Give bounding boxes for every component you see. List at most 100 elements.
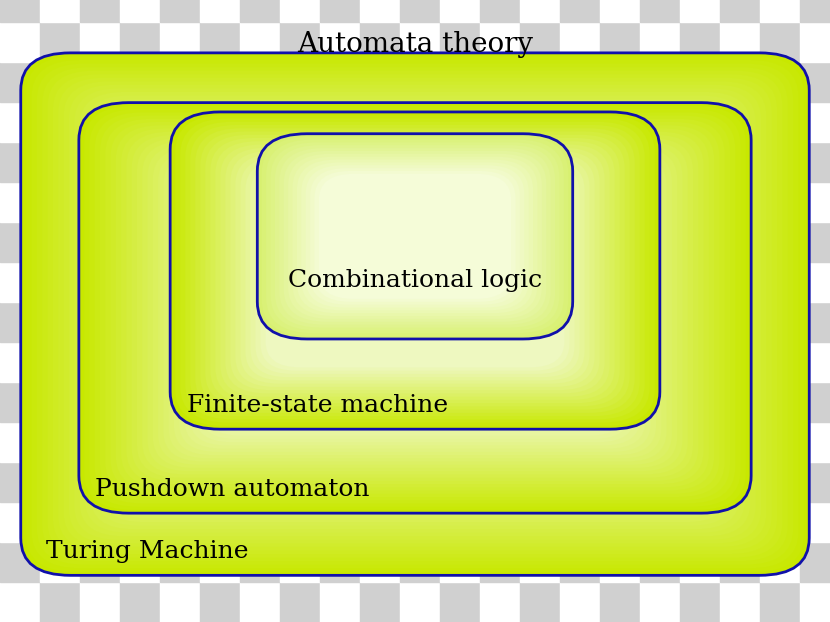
Bar xyxy=(0,302,40,342)
Bar xyxy=(600,582,640,622)
FancyBboxPatch shape xyxy=(266,139,564,333)
Bar xyxy=(760,0,800,22)
Bar xyxy=(400,182,440,222)
Bar xyxy=(120,22,160,62)
Bar xyxy=(360,302,400,342)
Bar xyxy=(200,102,240,142)
Bar xyxy=(800,142,830,182)
Bar xyxy=(480,502,520,542)
Bar xyxy=(480,22,520,62)
Bar xyxy=(80,142,120,182)
Bar xyxy=(560,502,600,542)
Bar xyxy=(720,542,760,582)
Bar xyxy=(680,462,720,502)
Bar xyxy=(600,142,640,182)
Bar xyxy=(240,142,280,182)
FancyBboxPatch shape xyxy=(32,60,798,569)
Bar xyxy=(600,462,640,502)
Bar xyxy=(120,142,160,182)
Bar xyxy=(0,382,40,422)
Bar xyxy=(520,342,560,382)
Bar xyxy=(400,582,440,622)
Bar xyxy=(480,382,520,422)
Bar xyxy=(760,222,800,262)
Bar xyxy=(440,302,480,342)
Bar xyxy=(760,582,800,622)
Bar xyxy=(760,422,800,462)
FancyBboxPatch shape xyxy=(185,122,645,419)
Bar xyxy=(120,542,160,582)
Bar xyxy=(360,182,400,222)
FancyBboxPatch shape xyxy=(297,159,533,313)
FancyBboxPatch shape xyxy=(200,131,630,410)
FancyBboxPatch shape xyxy=(215,141,615,400)
FancyBboxPatch shape xyxy=(164,154,666,462)
Bar xyxy=(40,22,80,62)
Bar xyxy=(0,182,40,222)
Bar xyxy=(440,382,480,422)
Bar xyxy=(760,262,800,302)
Bar xyxy=(520,222,560,262)
FancyBboxPatch shape xyxy=(47,71,783,557)
Bar xyxy=(600,62,640,102)
Bar xyxy=(280,22,320,62)
Bar xyxy=(800,62,830,102)
Bar xyxy=(160,222,200,262)
FancyBboxPatch shape xyxy=(246,160,584,381)
Bar xyxy=(560,62,600,102)
Bar xyxy=(560,462,600,502)
Bar xyxy=(520,542,560,582)
Bar xyxy=(240,62,280,102)
FancyBboxPatch shape xyxy=(58,78,772,550)
Bar xyxy=(320,542,360,582)
Bar xyxy=(40,382,80,422)
Bar xyxy=(80,0,120,22)
FancyBboxPatch shape xyxy=(174,160,656,455)
Text: Automata theory: Automata theory xyxy=(297,31,533,58)
Bar xyxy=(80,382,120,422)
Bar xyxy=(760,142,800,182)
Bar xyxy=(400,222,440,262)
Bar xyxy=(440,582,480,622)
Bar xyxy=(0,62,40,102)
Bar xyxy=(400,142,440,182)
Bar xyxy=(360,382,400,422)
Bar xyxy=(520,582,560,622)
FancyBboxPatch shape xyxy=(132,135,698,481)
FancyBboxPatch shape xyxy=(251,164,579,377)
Bar xyxy=(200,342,240,382)
Bar xyxy=(120,0,160,22)
Bar xyxy=(400,0,440,22)
Bar xyxy=(520,422,560,462)
Bar xyxy=(760,62,800,102)
Bar xyxy=(680,0,720,22)
Bar xyxy=(160,62,200,102)
Bar xyxy=(680,22,720,62)
Bar xyxy=(120,182,160,222)
FancyBboxPatch shape xyxy=(261,170,569,371)
Bar xyxy=(560,262,600,302)
Bar xyxy=(440,22,480,62)
Bar xyxy=(120,582,160,622)
Bar xyxy=(200,462,240,502)
Bar xyxy=(280,182,320,222)
Bar xyxy=(640,422,680,462)
FancyBboxPatch shape xyxy=(123,120,707,508)
Bar xyxy=(200,542,240,582)
FancyBboxPatch shape xyxy=(226,147,604,394)
FancyBboxPatch shape xyxy=(292,157,538,316)
Bar xyxy=(760,182,800,222)
Bar xyxy=(160,342,200,382)
Bar xyxy=(320,182,360,222)
FancyBboxPatch shape xyxy=(95,113,735,503)
Bar xyxy=(680,262,720,302)
Bar xyxy=(640,22,680,62)
Bar xyxy=(80,342,120,382)
Bar xyxy=(360,0,400,22)
Bar xyxy=(120,62,160,102)
Bar xyxy=(520,262,560,302)
Bar xyxy=(560,542,600,582)
Bar xyxy=(0,262,40,302)
Bar xyxy=(280,62,320,102)
FancyBboxPatch shape xyxy=(110,122,720,494)
